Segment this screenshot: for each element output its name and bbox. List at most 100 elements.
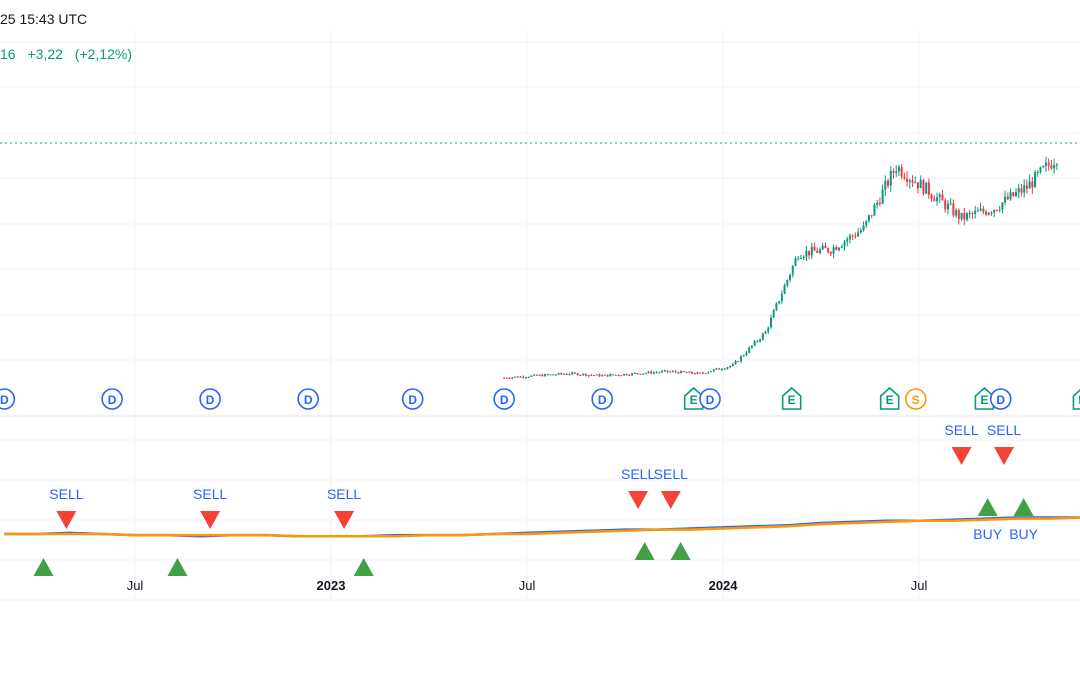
candle-body bbox=[957, 210, 960, 219]
candle bbox=[857, 227, 860, 237]
candle bbox=[791, 264, 794, 278]
candle bbox=[685, 371, 688, 374]
candle-body bbox=[554, 374, 557, 376]
candle bbox=[729, 365, 732, 369]
candle-body bbox=[707, 372, 710, 374]
candle-body bbox=[1020, 188, 1023, 193]
candle bbox=[742, 354, 745, 357]
candle bbox=[936, 192, 939, 206]
candle-body bbox=[867, 215, 870, 221]
candle bbox=[799, 254, 802, 259]
candle-body bbox=[685, 372, 688, 374]
candle-body bbox=[987, 212, 990, 215]
candle bbox=[944, 198, 947, 213]
candle bbox=[797, 255, 800, 261]
x-tick-label: Jul bbox=[519, 578, 536, 593]
candle bbox=[1047, 158, 1050, 171]
candle bbox=[933, 195, 936, 202]
candle bbox=[745, 351, 748, 357]
candle-body bbox=[816, 250, 819, 253]
dividend-marker: D bbox=[101, 388, 123, 410]
candle bbox=[587, 374, 590, 377]
candle bbox=[772, 308, 775, 318]
candle bbox=[843, 239, 846, 251]
candle-body bbox=[609, 374, 612, 377]
candle-body bbox=[851, 235, 854, 237]
candle bbox=[606, 374, 609, 377]
sell-label: SELL bbox=[987, 422, 1021, 438]
candle bbox=[859, 228, 862, 234]
candle bbox=[650, 370, 653, 375]
candle bbox=[655, 371, 658, 374]
candle-body bbox=[979, 208, 982, 211]
candle bbox=[824, 242, 827, 249]
sell-triangle bbox=[660, 491, 681, 509]
header-datetime: 25 15:43 UTC bbox=[0, 11, 88, 27]
candle bbox=[889, 166, 892, 192]
candle-body bbox=[930, 194, 933, 199]
event-marker-circle bbox=[905, 388, 927, 410]
candle-body bbox=[715, 368, 718, 370]
candle bbox=[753, 339, 756, 347]
candle bbox=[840, 244, 843, 249]
candle bbox=[878, 197, 881, 207]
event-marker-label: D bbox=[0, 393, 9, 407]
candlestick-series bbox=[503, 156, 1058, 380]
candle bbox=[783, 283, 786, 295]
candle-body bbox=[805, 250, 808, 257]
candle bbox=[794, 256, 797, 267]
candle-body bbox=[527, 376, 530, 378]
candle-body bbox=[560, 373, 563, 375]
candle-body bbox=[519, 376, 522, 378]
candle-body bbox=[1009, 192, 1012, 200]
candle-body bbox=[990, 212, 993, 214]
candle-body bbox=[857, 232, 860, 237]
sell-label: SELL bbox=[944, 422, 978, 438]
candle-body bbox=[919, 179, 922, 189]
candle bbox=[927, 178, 930, 200]
candle bbox=[922, 178, 925, 196]
buy-label: BUY bbox=[1009, 526, 1038, 542]
candle-body bbox=[759, 339, 762, 342]
candle-body bbox=[827, 248, 830, 253]
candle-body bbox=[775, 303, 778, 311]
candle bbox=[775, 302, 778, 312]
candle-body bbox=[622, 373, 625, 376]
candle bbox=[911, 175, 914, 188]
candle bbox=[601, 374, 604, 377]
candle bbox=[835, 245, 838, 251]
candle bbox=[508, 377, 511, 380]
candle-body bbox=[595, 374, 598, 376]
candle bbox=[946, 200, 949, 215]
x-tick-label: Jul bbox=[127, 578, 144, 593]
candle-body bbox=[573, 372, 576, 374]
candle-body bbox=[740, 356, 743, 362]
candle bbox=[636, 372, 639, 375]
candle bbox=[609, 373, 612, 377]
candle bbox=[710, 371, 713, 373]
candle-body bbox=[582, 373, 585, 375]
candle-body bbox=[786, 279, 789, 286]
candle bbox=[957, 208, 960, 225]
dividend-marker: D bbox=[493, 388, 515, 410]
candle-body bbox=[530, 375, 533, 377]
x-tick-label: Jul bbox=[911, 578, 928, 593]
candle-body bbox=[933, 198, 936, 202]
candle-body bbox=[647, 371, 650, 374]
candle-body bbox=[680, 371, 683, 374]
candle bbox=[1025, 179, 1028, 194]
candle-body bbox=[832, 247, 835, 254]
candle-body bbox=[650, 371, 653, 374]
last-price: 16 bbox=[0, 46, 16, 62]
candle bbox=[930, 193, 933, 202]
candle bbox=[848, 233, 851, 244]
event-marker-label: D bbox=[500, 393, 509, 407]
candle-body bbox=[546, 374, 549, 376]
candle bbox=[1015, 187, 1018, 198]
event-marker-circle bbox=[699, 388, 721, 410]
candle bbox=[1006, 192, 1009, 201]
candle-body bbox=[843, 241, 846, 247]
sell-signal: SELL bbox=[654, 466, 688, 509]
candle bbox=[527, 376, 530, 378]
